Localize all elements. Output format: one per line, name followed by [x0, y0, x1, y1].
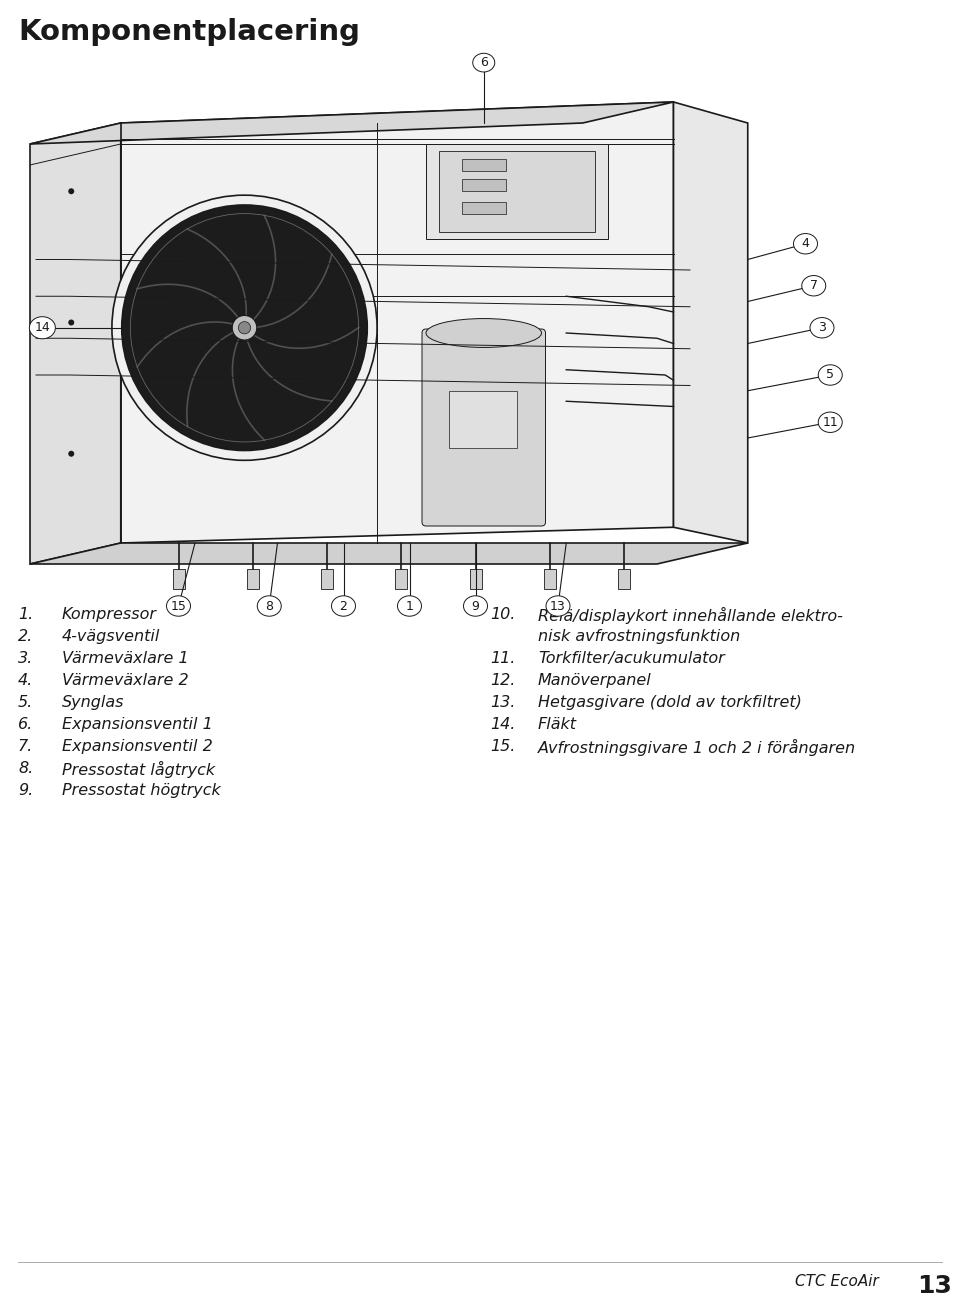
Ellipse shape [257, 596, 281, 616]
Polygon shape [121, 102, 674, 544]
Polygon shape [30, 544, 748, 565]
FancyBboxPatch shape [173, 570, 184, 590]
Circle shape [68, 451, 74, 457]
Text: Manöverpanel: Manöverpanel [538, 673, 652, 688]
Text: 4-vägsventil: 4-vägsventil [62, 629, 160, 645]
Text: Fläkt: Fläkt [538, 717, 577, 732]
FancyBboxPatch shape [543, 570, 556, 590]
Polygon shape [30, 102, 674, 144]
Text: 2.: 2. [18, 629, 34, 645]
Polygon shape [674, 102, 748, 544]
Circle shape [68, 189, 74, 194]
Text: 11.: 11. [490, 651, 516, 665]
Text: Relä/displaykort innehållande elektro-: Relä/displaykort innehållande elektro- [538, 607, 843, 624]
Circle shape [232, 316, 256, 341]
Ellipse shape [794, 233, 818, 254]
Text: 2: 2 [340, 600, 348, 613]
Text: 3.: 3. [18, 651, 34, 665]
Text: Komponentplacering: Komponentplacering [18, 18, 360, 46]
Ellipse shape [331, 596, 355, 616]
Circle shape [238, 322, 251, 334]
Text: 3: 3 [818, 321, 826, 334]
Text: 5.: 5. [18, 696, 34, 710]
Text: Pressostat lågtryck: Pressostat lågtryck [62, 761, 215, 778]
Text: Pressostat högtryck: Pressostat högtryck [62, 783, 221, 798]
Text: Hetgasgivare (dold av torkfiltret): Hetgasgivare (dold av torkfiltret) [538, 696, 802, 710]
FancyBboxPatch shape [396, 570, 407, 590]
Text: 13: 13 [918, 1275, 952, 1298]
Text: 10.: 10. [490, 607, 516, 622]
Text: 13: 13 [550, 600, 565, 613]
FancyBboxPatch shape [462, 179, 506, 191]
FancyBboxPatch shape [426, 144, 608, 238]
FancyBboxPatch shape [469, 570, 482, 590]
Text: 8: 8 [265, 600, 274, 613]
Text: 9: 9 [471, 600, 479, 613]
Text: 4.: 4. [18, 673, 34, 688]
FancyBboxPatch shape [321, 570, 333, 590]
Text: 14.: 14. [490, 717, 516, 732]
Text: CTC EcoAir: CTC EcoAir [795, 1275, 878, 1289]
Ellipse shape [30, 317, 56, 339]
Text: Värmeväxlare 2: Värmeväxlare 2 [62, 673, 188, 688]
Text: 12.: 12. [490, 673, 516, 688]
Ellipse shape [464, 596, 488, 616]
Text: 1.: 1. [18, 607, 34, 622]
Text: 7: 7 [809, 279, 818, 292]
Ellipse shape [546, 596, 570, 616]
Text: Torkfilter/acukumulator: Torkfilter/acukumulator [538, 651, 725, 665]
Text: 15: 15 [171, 600, 186, 613]
Text: nisk avfrostningsfunktion: nisk avfrostningsfunktion [538, 629, 740, 645]
Polygon shape [30, 123, 121, 565]
FancyBboxPatch shape [247, 570, 259, 590]
Text: 7.: 7. [18, 739, 34, 755]
Text: Värmeväxlare 1: Värmeväxlare 1 [62, 651, 188, 665]
Text: Expansionsventil 1: Expansionsventil 1 [62, 717, 213, 732]
Ellipse shape [802, 275, 826, 296]
Text: Expansionsventil 2: Expansionsventil 2 [62, 739, 213, 755]
Ellipse shape [818, 413, 842, 432]
FancyBboxPatch shape [449, 392, 516, 448]
FancyBboxPatch shape [462, 202, 506, 214]
Text: Avfrostningsgivare 1 och 2 i förångaren: Avfrostningsgivare 1 och 2 i förångaren [538, 739, 856, 756]
Ellipse shape [166, 596, 190, 616]
FancyBboxPatch shape [439, 151, 595, 232]
Circle shape [122, 204, 368, 451]
FancyBboxPatch shape [422, 329, 545, 527]
Ellipse shape [472, 54, 494, 72]
Text: Kompressor: Kompressor [62, 607, 157, 622]
Ellipse shape [810, 317, 834, 338]
Text: 9.: 9. [18, 783, 34, 798]
Text: 6: 6 [480, 56, 488, 69]
Text: 5: 5 [827, 368, 834, 381]
FancyBboxPatch shape [618, 570, 630, 590]
Text: 4: 4 [802, 237, 809, 250]
Ellipse shape [818, 364, 842, 385]
Text: 15.: 15. [490, 739, 516, 755]
Text: 8.: 8. [18, 761, 34, 776]
Text: 6.: 6. [18, 717, 34, 732]
Text: 11: 11 [823, 415, 838, 428]
Text: Synglas: Synglas [62, 696, 125, 710]
Text: 13.: 13. [490, 696, 516, 710]
Ellipse shape [426, 318, 541, 347]
Ellipse shape [397, 596, 421, 616]
Text: 1: 1 [405, 600, 414, 613]
Circle shape [68, 320, 74, 325]
Circle shape [112, 195, 377, 460]
Text: 14: 14 [35, 321, 50, 334]
FancyBboxPatch shape [462, 159, 506, 170]
